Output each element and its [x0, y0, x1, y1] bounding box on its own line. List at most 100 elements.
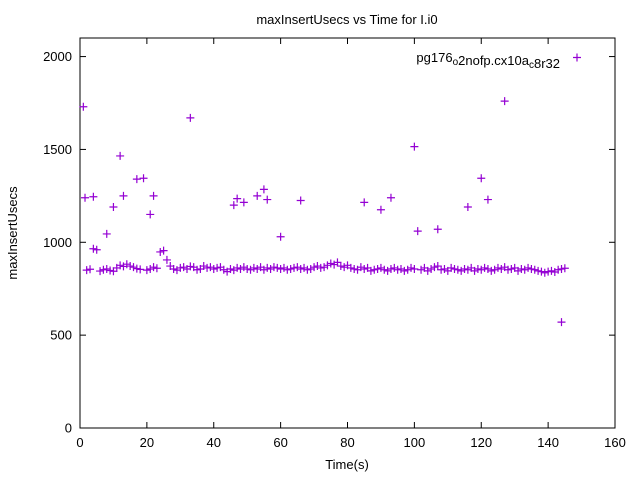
data-point-marker — [366, 266, 375, 275]
data-point-marker — [162, 255, 171, 264]
data-point-marker — [517, 265, 526, 274]
data-point-marker — [493, 263, 502, 272]
data-point-marker — [283, 265, 292, 274]
data-point-marker — [229, 201, 238, 210]
data-point-marker — [109, 267, 118, 276]
data-point-marker — [156, 247, 165, 256]
data-point-marker — [423, 266, 432, 275]
data-point-marker — [96, 267, 105, 276]
data-point-marker — [440, 265, 449, 274]
data-point-marker — [336, 262, 345, 271]
data-point-marker — [340, 263, 349, 272]
data-point-marker — [400, 266, 409, 275]
data-point-marker — [243, 265, 252, 274]
data-point-marker — [483, 195, 492, 204]
data-point-marker — [477, 265, 486, 274]
data-point-marker — [253, 191, 262, 200]
data-point-marker — [126, 262, 135, 271]
data-point-marker — [460, 265, 469, 274]
data-point-marker — [323, 261, 332, 270]
data-point-marker — [149, 191, 158, 200]
data-point-marker — [99, 265, 108, 274]
data-point-marker — [79, 102, 88, 111]
data-point-marker — [383, 266, 392, 275]
data-point-marker — [407, 263, 416, 272]
data-point-marker — [417, 265, 426, 274]
data-point-marker — [290, 263, 298, 272]
data-point-marker — [276, 265, 285, 274]
data-point-marker — [209, 265, 218, 274]
legend: pg176o2nofp.cx10ac8r32 — [416, 50, 581, 71]
data-point-marker — [132, 264, 141, 273]
data-point-marker — [102, 265, 111, 274]
data-point-marker — [106, 266, 115, 275]
data-point-marker — [199, 262, 208, 271]
data-point-marker — [239, 263, 248, 272]
data-point-marker — [159, 246, 168, 255]
x-tick-label: 120 — [470, 435, 492, 450]
y-tick-label: 1000 — [43, 235, 72, 250]
data-point-marker — [360, 198, 369, 207]
data-point-marker — [320, 263, 329, 272]
data-point-marker — [236, 265, 245, 274]
data-point-marker — [386, 193, 395, 202]
chart-title: maxInsertUsecs vs Time for I.i0 — [256, 12, 437, 27]
data-point-marker — [360, 265, 369, 274]
data-point-marker — [376, 205, 385, 214]
data-point-marker — [296, 196, 305, 205]
data-point-marker — [540, 268, 549, 277]
data-points — [79, 97, 569, 327]
data-point-marker — [430, 263, 439, 272]
data-point-marker — [142, 266, 151, 275]
data-point-marker — [273, 263, 282, 272]
data-point-marker — [213, 263, 222, 272]
data-point-marker — [279, 263, 288, 272]
data-point-marker — [527, 265, 536, 274]
data-point-marker — [116, 151, 125, 160]
data-point-marker — [139, 174, 148, 183]
data-point-marker — [356, 263, 365, 272]
data-point-marker — [410, 265, 419, 274]
data-point-marker — [129, 263, 138, 272]
data-point-marker — [179, 263, 188, 272]
x-tick-label: 0 — [76, 435, 83, 450]
y-tick-label: 0 — [65, 421, 72, 436]
data-point-marker — [477, 174, 486, 183]
data-point-marker — [560, 264, 569, 273]
data-point-marker — [480, 263, 489, 272]
data-point-marker — [557, 265, 566, 274]
data-point-marker — [390, 263, 399, 272]
data-point-marker — [81, 193, 90, 202]
data-point-marker — [233, 263, 242, 272]
data-point-marker — [116, 261, 125, 270]
data-point-marker — [146, 265, 155, 274]
x-tick-label: 140 — [537, 435, 559, 450]
data-point-marker — [132, 175, 141, 184]
y-tick-label: 500 — [50, 328, 72, 343]
data-point-marker — [470, 266, 479, 275]
data-point-marker — [276, 232, 285, 241]
data-point-marker — [193, 265, 202, 274]
data-point-marker — [463, 203, 472, 211]
data-point-marker — [186, 262, 195, 271]
data-point-marker — [463, 265, 472, 274]
data-point-marker — [450, 265, 459, 274]
data-point-marker — [520, 265, 529, 274]
data-point-marker — [219, 265, 228, 274]
data-point-marker — [82, 266, 91, 275]
data-point-marker — [186, 113, 195, 122]
plot-area-border — [79, 37, 616, 429]
data-point-marker — [249, 263, 258, 272]
data-point-marker — [483, 265, 492, 274]
data-point-marker — [524, 263, 533, 272]
data-point-marker — [293, 263, 302, 272]
data-point-marker — [410, 142, 419, 151]
data-point-marker — [239, 198, 248, 207]
data-point-marker — [376, 263, 385, 272]
data-point-marker — [136, 265, 145, 274]
data-point-marker — [380, 265, 389, 274]
x-tick-label: 160 — [604, 435, 626, 450]
x-tick-label: 100 — [404, 435, 426, 450]
